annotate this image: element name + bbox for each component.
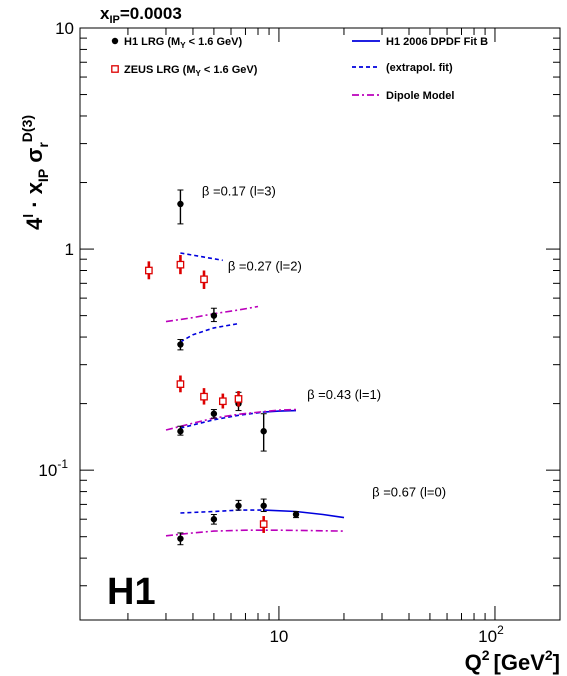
y-tick-label: 1: [65, 240, 74, 259]
marker-open-square: [200, 392, 208, 401]
marker-open-square: [218, 397, 227, 406]
marker-dot: [177, 341, 184, 348]
marker-open-square: [176, 260, 185, 269]
marker-open-square: [145, 266, 153, 275]
point-h1-0: [177, 189, 184, 225]
curve-dashed-4: [180, 411, 264, 429]
point-h1-2: [210, 307, 218, 323]
plot-frame: [79, 27, 561, 621]
point-h1-7: [177, 532, 184, 546]
marker-dot: [292, 511, 300, 518]
ylabel-b: · x: [22, 181, 47, 214]
marker-open-square: [234, 395, 243, 403]
beta-label-2: β =0.43 (l=1): [307, 387, 381, 402]
point-h1-8: [210, 514, 218, 525]
marker-dot: [235, 502, 242, 509]
svg-text:Q2[GeV2]: Q2 [GeV2]: [465, 647, 560, 675]
xlabel-unit-close: ]: [553, 650, 560, 675]
point-zeus-3: [176, 375, 185, 393]
h1-logo: H1: [107, 571, 156, 613]
point-h1-1: [177, 338, 184, 351]
ylabel-a-sup: l: [20, 214, 36, 218]
curve-dashed-3: [179, 322, 239, 343]
marker-dot: [210, 312, 218, 319]
beta-label-3: β =0.67 (l=0): [372, 485, 446, 500]
data-points: [145, 189, 300, 546]
marker-open-square: [259, 520, 268, 528]
marker-dot: [177, 535, 184, 542]
legend-label-0: H1 LRG (MY < 1.6 GeV): [124, 36, 242, 50]
ylabel-c-sup: D(3): [19, 115, 35, 142]
legend: H1 LRG (MY < 1.6 GeV) ZEUS LRG (MY < 1.6 …: [111, 36, 488, 102]
legend-marker-open-square: [111, 65, 119, 73]
x-tick-label: 102: [478, 623, 504, 646]
curve-solid-1: [263, 509, 345, 519]
ylabel-b-sub: IP: [35, 169, 51, 182]
marker-dot: [260, 502, 267, 509]
point-zeus-1: [176, 255, 185, 275]
point-h1-9: [235, 499, 242, 511]
title-sub: IP: [109, 14, 119, 26]
curve-dashdot-7: [165, 408, 297, 431]
chart-title: xIP=0.0003: [100, 4, 182, 26]
marker-dot: [210, 516, 218, 523]
ylabel-a: 4: [22, 217, 47, 230]
legend-label-1: ZEUS LRG (MY < 1.6 GeV): [124, 64, 258, 78]
marker-dot: [210, 410, 218, 417]
y-axis-label: 4l · xIP σrD(3): [19, 115, 51, 230]
legend-marker-dot: [111, 37, 119, 45]
title-value: =0.0003: [120, 4, 182, 23]
xlabel-sup: 2: [482, 647, 490, 663]
curve-solid-0: [263, 409, 297, 413]
point-zeus-6: [234, 391, 243, 407]
ylabel-c: σ: [22, 148, 47, 169]
marker-dot: [177, 200, 184, 208]
marker-dot: [177, 428, 184, 435]
legend-label-2: H1 2006 DPDF Fit B: [386, 36, 488, 48]
point-zeus-2: [200, 270, 208, 289]
beta-label-1: β =0.27 (l=2): [228, 259, 302, 274]
y-tick-label: 10-1: [38, 457, 68, 480]
point-zeus-4: [200, 388, 208, 405]
point-zeus-5: [218, 393, 227, 409]
xlabel-unit-sup: 2: [545, 647, 553, 663]
curve-dashed-2: [180, 252, 223, 262]
point-h1-3: [177, 425, 184, 436]
x-tick-label: 10: [269, 627, 288, 646]
y-tick-label: 10: [55, 19, 74, 38]
marker-open-square: [176, 380, 185, 388]
axes: 10 102 10-1 1 10: [38, 19, 561, 646]
annotations: β =0.17 (l=3) β =0.27 (l=2) β =0.43 (l=1) β…: [202, 183, 446, 499]
svg-text:xIP=0.0003: xIP=0.0003: [100, 4, 182, 26]
point-zeus-0: [145, 261, 153, 280]
legend-label-3: (extrapol. fit): [386, 62, 453, 74]
xlabel-unit-open: [GeV: [494, 650, 546, 675]
ylabel-c-sub: r: [35, 142, 51, 148]
point-zeus-7: [259, 516, 268, 533]
curve-dashdot-8: [165, 529, 345, 537]
marker-open-square: [200, 275, 208, 284]
xlabel-main: Q: [465, 650, 482, 675]
x-axis-label: Q2 [GeV2]: [465, 647, 560, 675]
point-h1-6: [260, 413, 267, 452]
beta-label-0: β =0.17 (l=3): [202, 183, 276, 198]
point-h1-10: [260, 498, 267, 513]
point-h1-4: [210, 409, 218, 419]
marker-dot: [260, 428, 267, 435]
title-main: x: [100, 4, 110, 23]
point-h1-11: [292, 511, 300, 519]
svg-text:4l · xIP σrD(3): 4l · xIP σrD(3): [19, 115, 51, 230]
legend-label-4: Dipole Model: [386, 90, 454, 102]
curve-dashed-5: [180, 509, 264, 514]
